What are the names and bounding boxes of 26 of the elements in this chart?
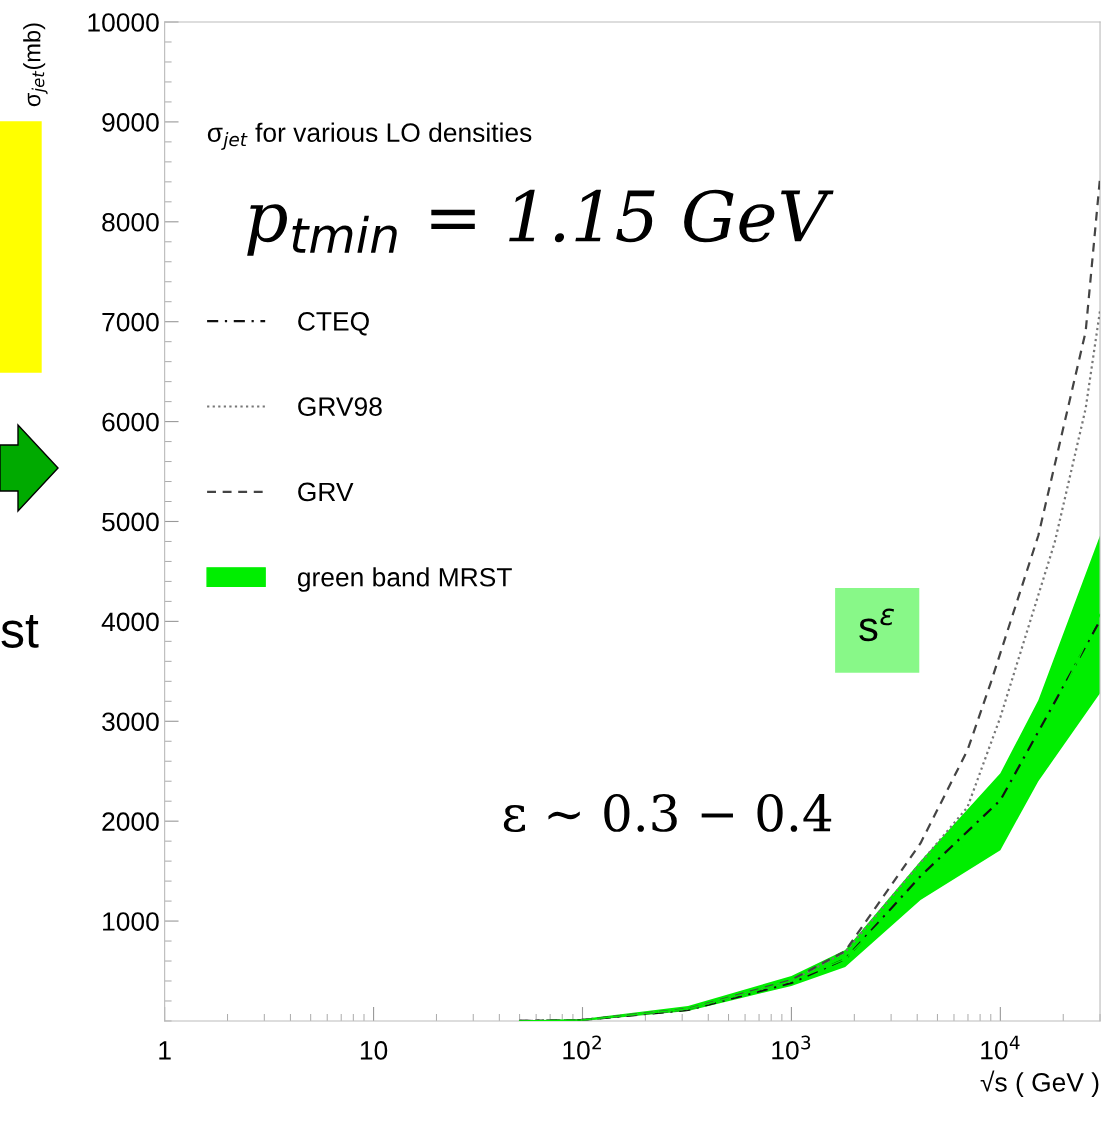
- text: st: [1, 615, 39, 648]
- legend-label: green band MRST: [297, 567, 512, 592]
- x-tick-label: 1: [159, 1041, 171, 1060]
- legend-label: GRV: [298, 482, 354, 502]
- y-tick-label: 8000: [102, 212, 159, 232]
- x-tick-label: 10: [360, 1041, 388, 1060]
- y-tick-label: 6000: [102, 412, 159, 432]
- x-tick-label: 10$^{4}$: [981, 1035, 1020, 1060]
- y-tick-label: 2000: [102, 812, 159, 831]
- y-axis-title: σ$_{jet}$(mb): [23, 23, 48, 107]
- annotation: p$_{tmin}$ = 1.15 GeV: [247, 189, 834, 256]
- x-axis-title: √s ( GeV ): [980, 1070, 1099, 1097]
- y-tick-label: 3000: [102, 712, 159, 732]
- annotation: ε ∼ 0.3 − 0.4: [503, 794, 832, 833]
- annotation: σ$_{jet}$ for various LO densities: [207, 122, 532, 150]
- legend-label: CTEQ: [298, 312, 369, 336]
- x-tick-label: 10$^{2}$: [563, 1035, 601, 1060]
- y-tick-label: 7000: [102, 312, 159, 332]
- y-tick-label: 9000: [102, 113, 159, 132]
- x-tick-label: 10$^{3}$: [772, 1035, 811, 1060]
- y-tick-label: 4000: [101, 612, 159, 632]
- y-tick-label: 5000: [102, 512, 159, 532]
- y-tick-label: 1000: [103, 912, 159, 931]
- y-tick-label: 10000: [88, 13, 159, 32]
- annotation: s$^{ε}$: [859, 608, 894, 642]
- legend-label: GRV98: [298, 397, 382, 416]
